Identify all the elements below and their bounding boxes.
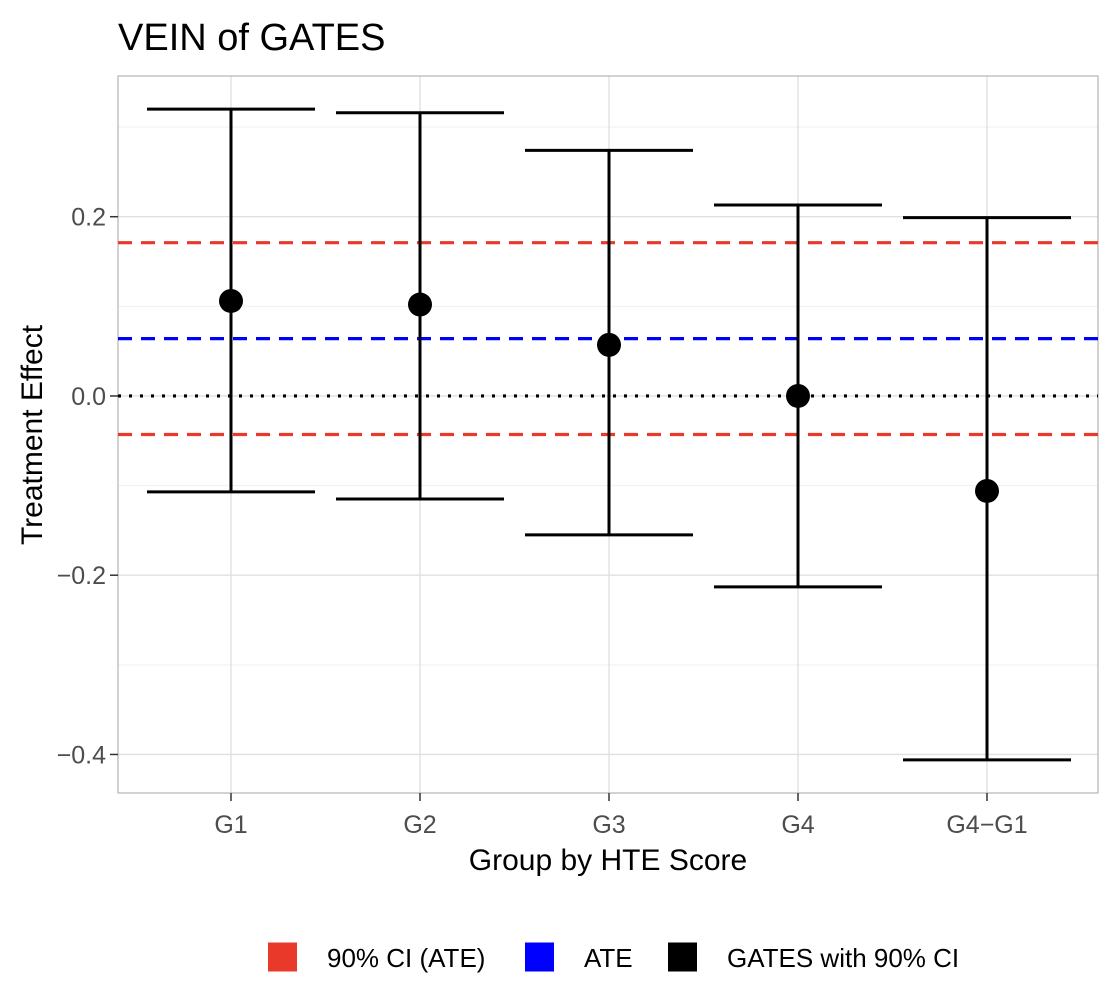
y-tick-label: −0.2 — [57, 562, 106, 590]
y-axis-ticks: 0.2 0.0 −0.2 −0.4 — [57, 204, 118, 769]
legend-swatch — [525, 942, 554, 972]
gates-point — [786, 383, 810, 408]
legend-item: 90% CI (ATE) — [268, 942, 485, 973]
y-tick-label: 0.0 — [71, 383, 106, 411]
legend-swatch — [668, 942, 697, 972]
gates-point — [408, 292, 432, 317]
gates-point — [597, 332, 621, 357]
x-tick-label: G4 — [781, 811, 814, 839]
legend-item: ATE — [525, 942, 633, 973]
gates-point — [219, 288, 243, 313]
x-tick-label: G1 — [214, 811, 247, 839]
legend-item: GATES with 90% CI — [668, 942, 959, 973]
x-tick-label: G4−G1 — [946, 811, 1027, 839]
gates-errorbar — [903, 216, 1071, 762]
x-tick-label: G3 — [592, 811, 625, 839]
legend-label: GATES with 90% CI — [727, 943, 959, 973]
legend: 90% CI (ATE) ATE GATES with 90% CI — [268, 942, 959, 973]
gates-errorbar — [147, 107, 315, 494]
y-tick-label: −0.4 — [57, 741, 106, 769]
gates-estimates — [147, 107, 1071, 762]
x-tick-label: G2 — [403, 811, 436, 839]
chart-title: VEIN of GATES — [118, 17, 385, 59]
gates-errorbar — [525, 148, 693, 537]
gates-point — [975, 478, 999, 503]
y-tick-label: 0.2 — [71, 204, 106, 232]
x-axis-title: Group by HTE Score — [469, 844, 747, 877]
gates-errorbar — [336, 111, 504, 501]
y-axis-title: Treatment Effect — [16, 324, 49, 545]
legend-label: ATE — [584, 943, 633, 973]
x-axis-ticks: G1 G2 G3 G4 G4−G1 — [214, 793, 1028, 839]
gates-errorbar — [714, 203, 882, 589]
legend-label: 90% CI (ATE) — [327, 943, 485, 973]
legend-swatch — [268, 942, 297, 972]
